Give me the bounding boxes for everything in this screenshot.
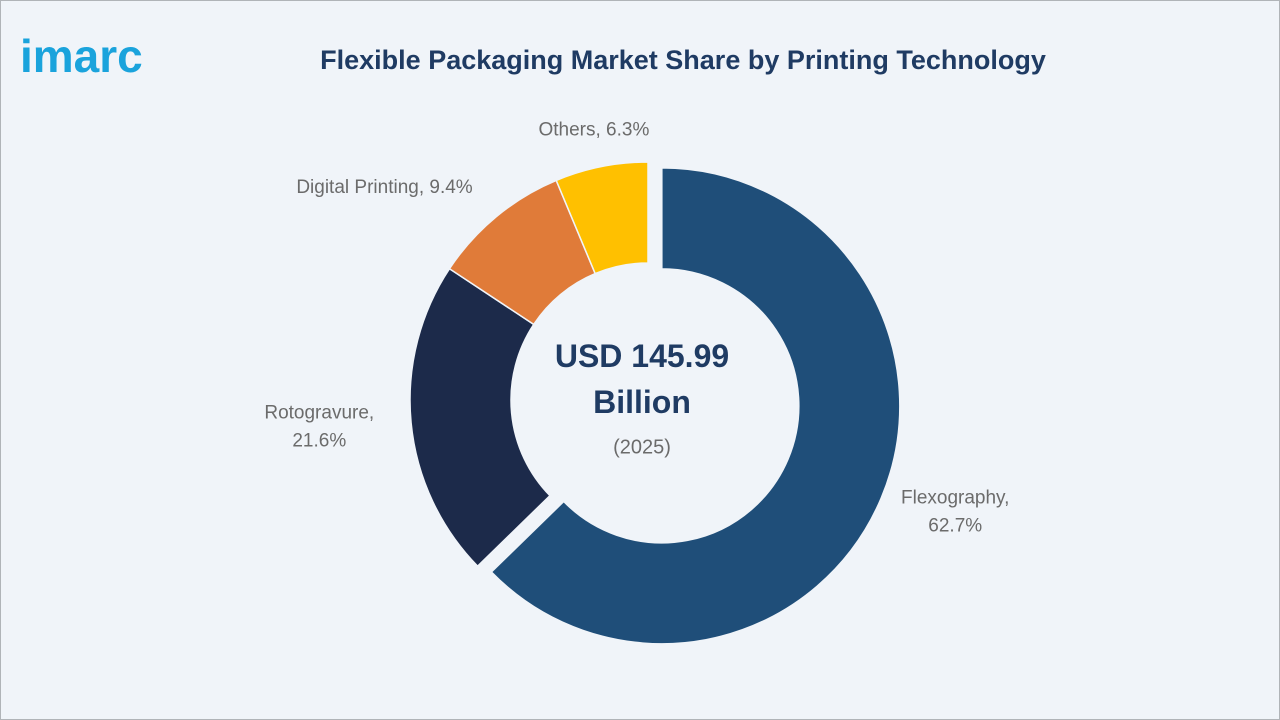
- chart-title: Flexible Packaging Market Share by Print…: [320, 45, 1046, 75]
- center-sublabel: (2025): [613, 436, 671, 458]
- donut-slice: [555, 161, 649, 275]
- center-label: USD 145.99 Billion: [555, 338, 729, 420]
- data-label: Digital Printing, 9.4%: [296, 177, 472, 198]
- donut-slice: [409, 267, 551, 568]
- data-label: Flexography, 62.7%: [901, 488, 1009, 537]
- data-label: Others, 6.3%: [538, 119, 649, 140]
- data-label: Rotogravure, 21.6%: [264, 402, 374, 451]
- donut-slice: [490, 167, 901, 645]
- logo: imarc: [20, 30, 143, 82]
